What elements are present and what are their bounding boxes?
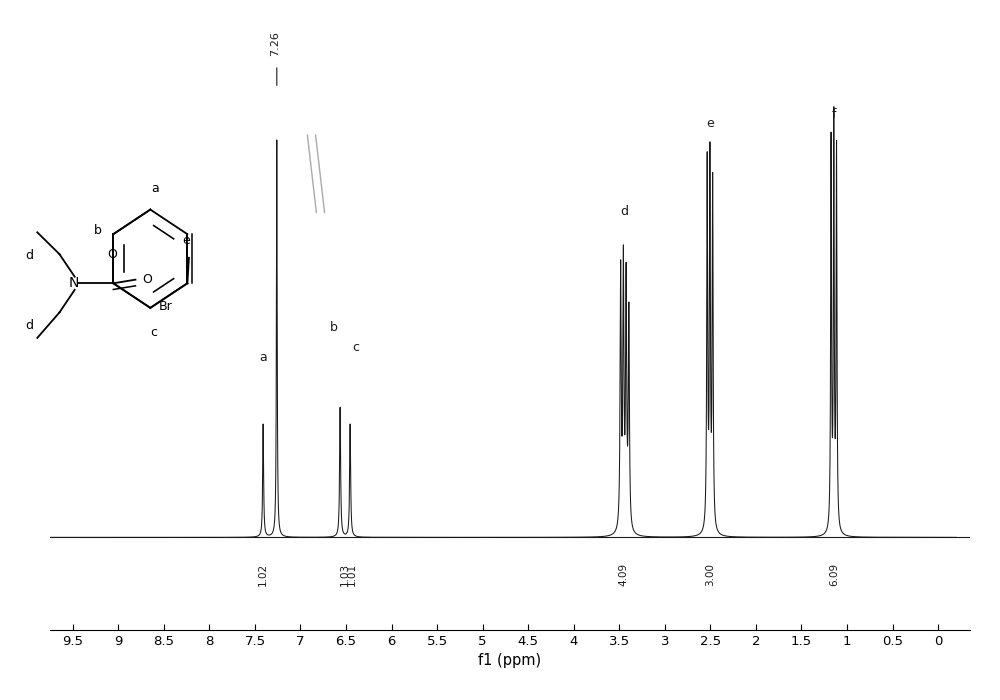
Text: 4.09: 4.09 [619, 563, 629, 586]
Text: d: d [25, 249, 33, 262]
X-axis label: f1 (ppm): f1 (ppm) [478, 653, 542, 668]
Text: d: d [620, 205, 628, 218]
Text: 1.01: 1.01 [347, 563, 357, 586]
Text: e: e [706, 117, 714, 130]
Text: Br: Br [158, 300, 172, 312]
Text: b: b [330, 321, 338, 334]
Text: 1.02: 1.02 [258, 563, 268, 586]
Text: a: a [151, 182, 159, 195]
Text: a: a [259, 351, 267, 364]
Text: O: O [107, 248, 117, 261]
Text: c: c [352, 342, 359, 354]
Text: e: e [182, 234, 190, 247]
Text: 7.26: 7.26 [270, 31, 280, 56]
Text: c: c [150, 326, 157, 339]
Text: d: d [25, 318, 33, 332]
Text: b: b [94, 224, 101, 237]
Text: 6.09: 6.09 [829, 563, 839, 586]
Text: N: N [69, 276, 79, 290]
Text: f: f [832, 108, 836, 120]
Text: O: O [142, 273, 152, 286]
Text: 3.00: 3.00 [705, 563, 715, 586]
Text: 1.03: 1.03 [340, 563, 350, 586]
